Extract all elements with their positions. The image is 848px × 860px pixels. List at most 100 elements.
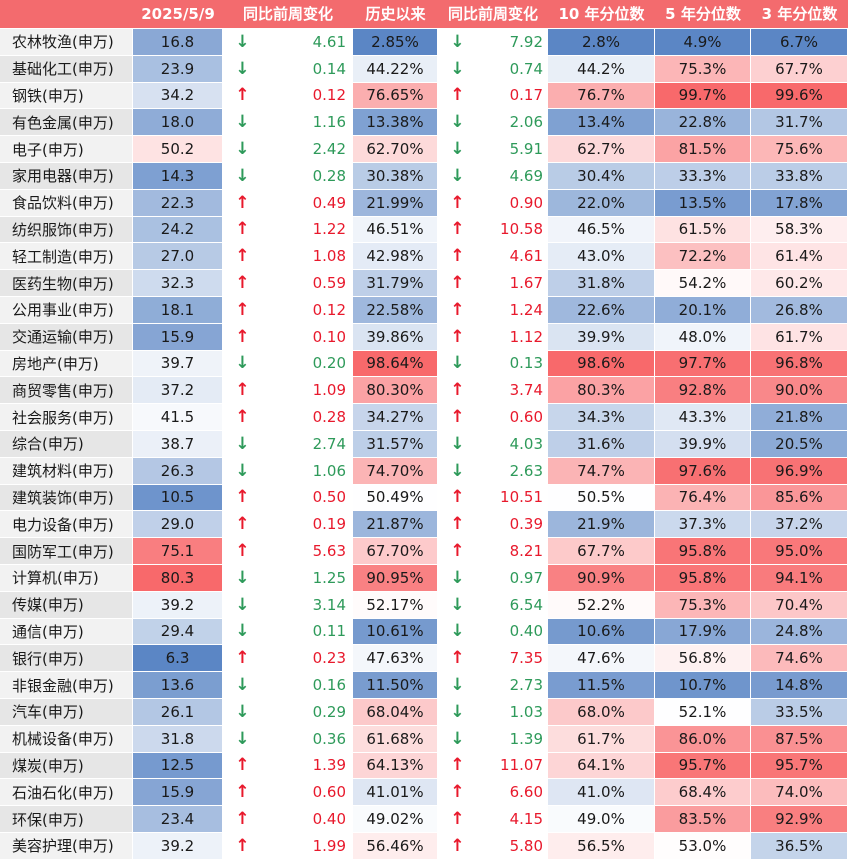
percentile-5y: 56.8% [655,645,751,673]
historical-percentile: 98.64% [353,350,438,378]
weekly-change-1: 1.22 [263,216,353,244]
historical-percentile: 68.04% [353,699,438,726]
pe-value: 34.2 [133,82,223,110]
weekly-arrow-1: ↑ [223,484,263,512]
weekly-arrow-2: ↓ [438,457,478,485]
weekly-change-1: 0.12 [263,82,353,110]
weekly-arrow-2: ↑ [438,377,478,405]
weekly-arrow-2: ↓ [438,55,478,83]
historical-percentile: 76.65% [353,82,438,110]
table-row: 美容护理(申万) 39.2 ↑ 1.99 56.46% ↑ 5.80 56.5% 53.0% 36… [0,833,848,860]
header-3y-percentile: 3 年分位数 [751,0,848,29]
industry-name: 商贸零售(申万) [0,377,133,405]
historical-percentile: 50.49% [353,484,438,512]
percentile-5y: 10.7% [655,672,751,699]
weekly-arrow-2: ↓ [438,618,478,646]
percentile-10y: 67.7% [548,538,655,565]
percentile-5y: 97.7% [655,350,751,378]
industry-name: 有色金属(申万) [0,109,133,137]
percentile-10y: 2.8% [548,29,655,56]
industry-name: 通信(申万) [0,618,133,646]
pe-value: 32.3 [133,270,223,297]
percentile-10y: 49.0% [548,806,655,833]
weekly-change-1: 0.11 [263,618,353,646]
weekly-arrow-2: ↓ [438,163,478,190]
percentile-3y: 6.7% [751,29,848,56]
historical-percentile: 44.22% [353,55,438,83]
weekly-arrow-1: ↑ [223,189,263,217]
pe-value: 26.1 [133,699,223,726]
weekly-change-2: 10.51 [478,484,548,512]
table-row: 医药生物(申万) 32.3 ↑ 0.59 31.79% ↑ 1.67 31.8% 54.2% 60… [0,270,848,297]
pe-value: 15.9 [133,779,223,807]
weekly-arrow-1: ↑ [223,270,263,297]
percentile-5y: 86.0% [655,725,751,753]
percentile-5y: 99.7% [655,82,751,110]
weekly-arrow-2: ↓ [438,431,478,458]
table-row: 通信(申万) 29.4 ↓ 0.11 10.61% ↓ 0.40 10.6% 17.9% 24.8… [0,618,848,646]
weekly-change-1: 0.23 [263,645,353,673]
weekly-change-2: 6.54 [478,591,548,619]
industry-name: 食品饮料(申万) [0,189,133,217]
percentile-10y: 76.7% [548,82,655,110]
weekly-arrow-2: ↑ [438,82,478,110]
weekly-arrow-2: ↑ [438,404,478,431]
weekly-change-1: 0.50 [263,484,353,512]
percentile-3y: 95.0% [751,538,848,565]
pe-value: 13.6 [133,672,223,699]
percentile-5y: 81.5% [655,136,751,163]
historical-percentile: 2.85% [353,29,438,56]
percentile-5y: 39.9% [655,431,751,458]
pe-value: 29.4 [133,618,223,646]
weekly-change-1: 1.16 [263,109,353,137]
percentile-3y: 96.8% [751,350,848,378]
weekly-change-1: 4.61 [263,29,353,56]
pe-value: 39.2 [133,591,223,619]
percentile-3y: 21.8% [751,404,848,431]
industry-name: 家用电器(申万) [0,163,133,190]
pe-value: 31.8 [133,725,223,753]
percentile-5y: 33.3% [655,163,751,190]
pe-value: 26.3 [133,457,223,485]
table-row: 基础化工(申万) 23.9 ↓ 0.14 44.22% ↓ 0.74 44.2% 75.3% 67… [0,55,848,83]
weekly-change-2: 0.39 [478,511,548,539]
table-row: 计算机(申万) 80.3 ↓ 1.25 90.95% ↓ 0.97 90.9% 95.8% 94.… [0,565,848,592]
percentile-3y: 61.4% [751,243,848,271]
weekly-change-1: 1.39 [263,752,353,780]
weekly-arrow-1: ↓ [223,699,263,726]
percentile-10y: 52.2% [548,591,655,619]
weekly-arrow-2: ↑ [438,538,478,565]
percentile-5y: 20.1% [655,297,751,324]
historical-percentile: 80.30% [353,377,438,405]
weekly-change-1: 0.59 [263,270,353,297]
percentile-10y: 74.7% [548,457,655,485]
weekly-change-1: 0.12 [263,297,353,324]
percentile-5y: 76.4% [655,484,751,512]
industry-name: 钢铁(申万) [0,82,133,110]
weekly-change-2: 0.60 [478,404,548,431]
percentile-10y: 11.5% [548,672,655,699]
weekly-change-1: 0.20 [263,350,353,378]
weekly-change-1: 0.28 [263,163,353,190]
percentile-10y: 98.6% [548,350,655,378]
percentile-3y: 37.2% [751,511,848,539]
industry-name: 房地产(申万) [0,350,133,378]
weekly-arrow-1: ↑ [223,511,263,539]
industry-name: 医药生物(申万) [0,270,133,297]
percentile-10y: 64.1% [548,752,655,780]
weekly-change-2: 2.73 [478,672,548,699]
weekly-change-1: 1.06 [263,457,353,485]
table-row: 国防军工(申万) 75.1 ↑ 5.63 67.70% ↑ 8.21 67.7% 95.8% 95… [0,538,848,565]
weekly-change-1: 5.63 [263,538,353,565]
weekly-change-1: 0.14 [263,55,353,83]
weekly-arrow-2: ↓ [438,699,478,726]
historical-percentile: 21.99% [353,189,438,217]
header-weekly-change-1: 同比前周变化 [223,0,353,29]
percentile-10y: 61.7% [548,725,655,753]
weekly-arrow-2: ↓ [438,136,478,163]
weekly-arrow-1: ↓ [223,350,263,378]
percentile-3y: 87.5% [751,725,848,753]
percentile-3y: 99.6% [751,82,848,110]
industry-name: 建筑材料(申万) [0,457,133,485]
weekly-arrow-1: ↓ [223,725,263,753]
